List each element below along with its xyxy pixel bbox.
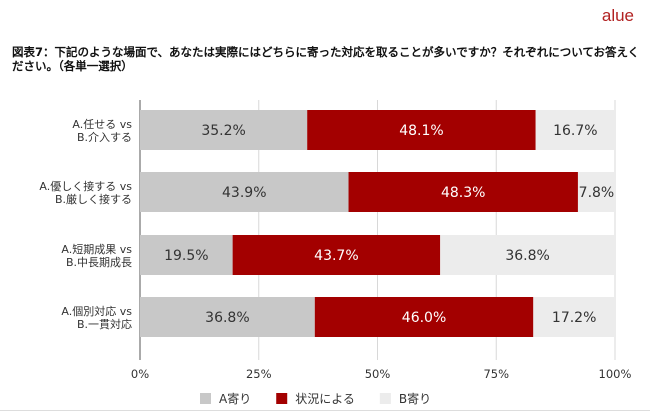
bar-segment	[307, 110, 536, 150]
bar-segment	[140, 297, 315, 337]
x-tick-label: 100%	[599, 367, 632, 381]
chart-title: 図表7：下記のような場面で、あなたは実際にはどちらに寄った対応を取ることが多いで…	[12, 45, 640, 73]
category-label: B.介入する	[77, 131, 132, 144]
bar-segment	[140, 172, 349, 212]
data-label: 43.7%	[314, 248, 358, 264]
divider	[0, 410, 650, 411]
data-label: 48.1%	[399, 123, 443, 139]
bar-segment	[140, 110, 308, 150]
data-label: 48.3%	[441, 185, 485, 201]
bar-segment	[535, 110, 615, 150]
bar-segment	[140, 235, 233, 275]
data-label: 19.5%	[164, 248, 208, 264]
legend-label: 状況による	[295, 391, 355, 406]
bar-segment	[314, 297, 534, 337]
data-label: 43.9%	[222, 185, 266, 201]
category-label: A.短期成果 vs	[61, 242, 132, 256]
x-tick-label: 75%	[483, 367, 509, 381]
legend-label: B寄り	[399, 391, 431, 406]
category-label: B.一貫対応	[77, 317, 132, 331]
x-tick-label: 0%	[131, 367, 149, 381]
category-label: A.個別対応 vs	[61, 304, 132, 318]
logo: alue	[601, 6, 634, 25]
x-tick-label: 50%	[365, 367, 391, 381]
x-tick-label: 25%	[246, 367, 272, 381]
bar-segment	[533, 297, 615, 337]
data-label: 16.7%	[553, 123, 597, 139]
legend-label: A寄り	[219, 391, 251, 406]
data-label: 36.8%	[205, 310, 249, 326]
data-label: 17.2%	[552, 310, 596, 326]
data-label: 7.8%	[579, 185, 615, 201]
bar-segment	[440, 235, 615, 275]
data-label: 35.2%	[201, 123, 245, 139]
bar-segment	[348, 172, 578, 212]
category-label: A.優しく接する vs	[39, 180, 132, 193]
category-label: B.中長期成長	[66, 256, 132, 269]
data-label: 46.0%	[402, 310, 446, 326]
legend-swatch	[200, 393, 211, 404]
category-label: A.任せる vs	[72, 118, 132, 131]
bar-segment	[577, 172, 615, 212]
legend-swatch	[379, 393, 391, 404]
legend-swatch	[276, 393, 288, 404]
bar-segment	[232, 235, 441, 275]
category-label: B.厳しく接する	[55, 192, 132, 206]
data-label: 36.8%	[505, 248, 549, 264]
